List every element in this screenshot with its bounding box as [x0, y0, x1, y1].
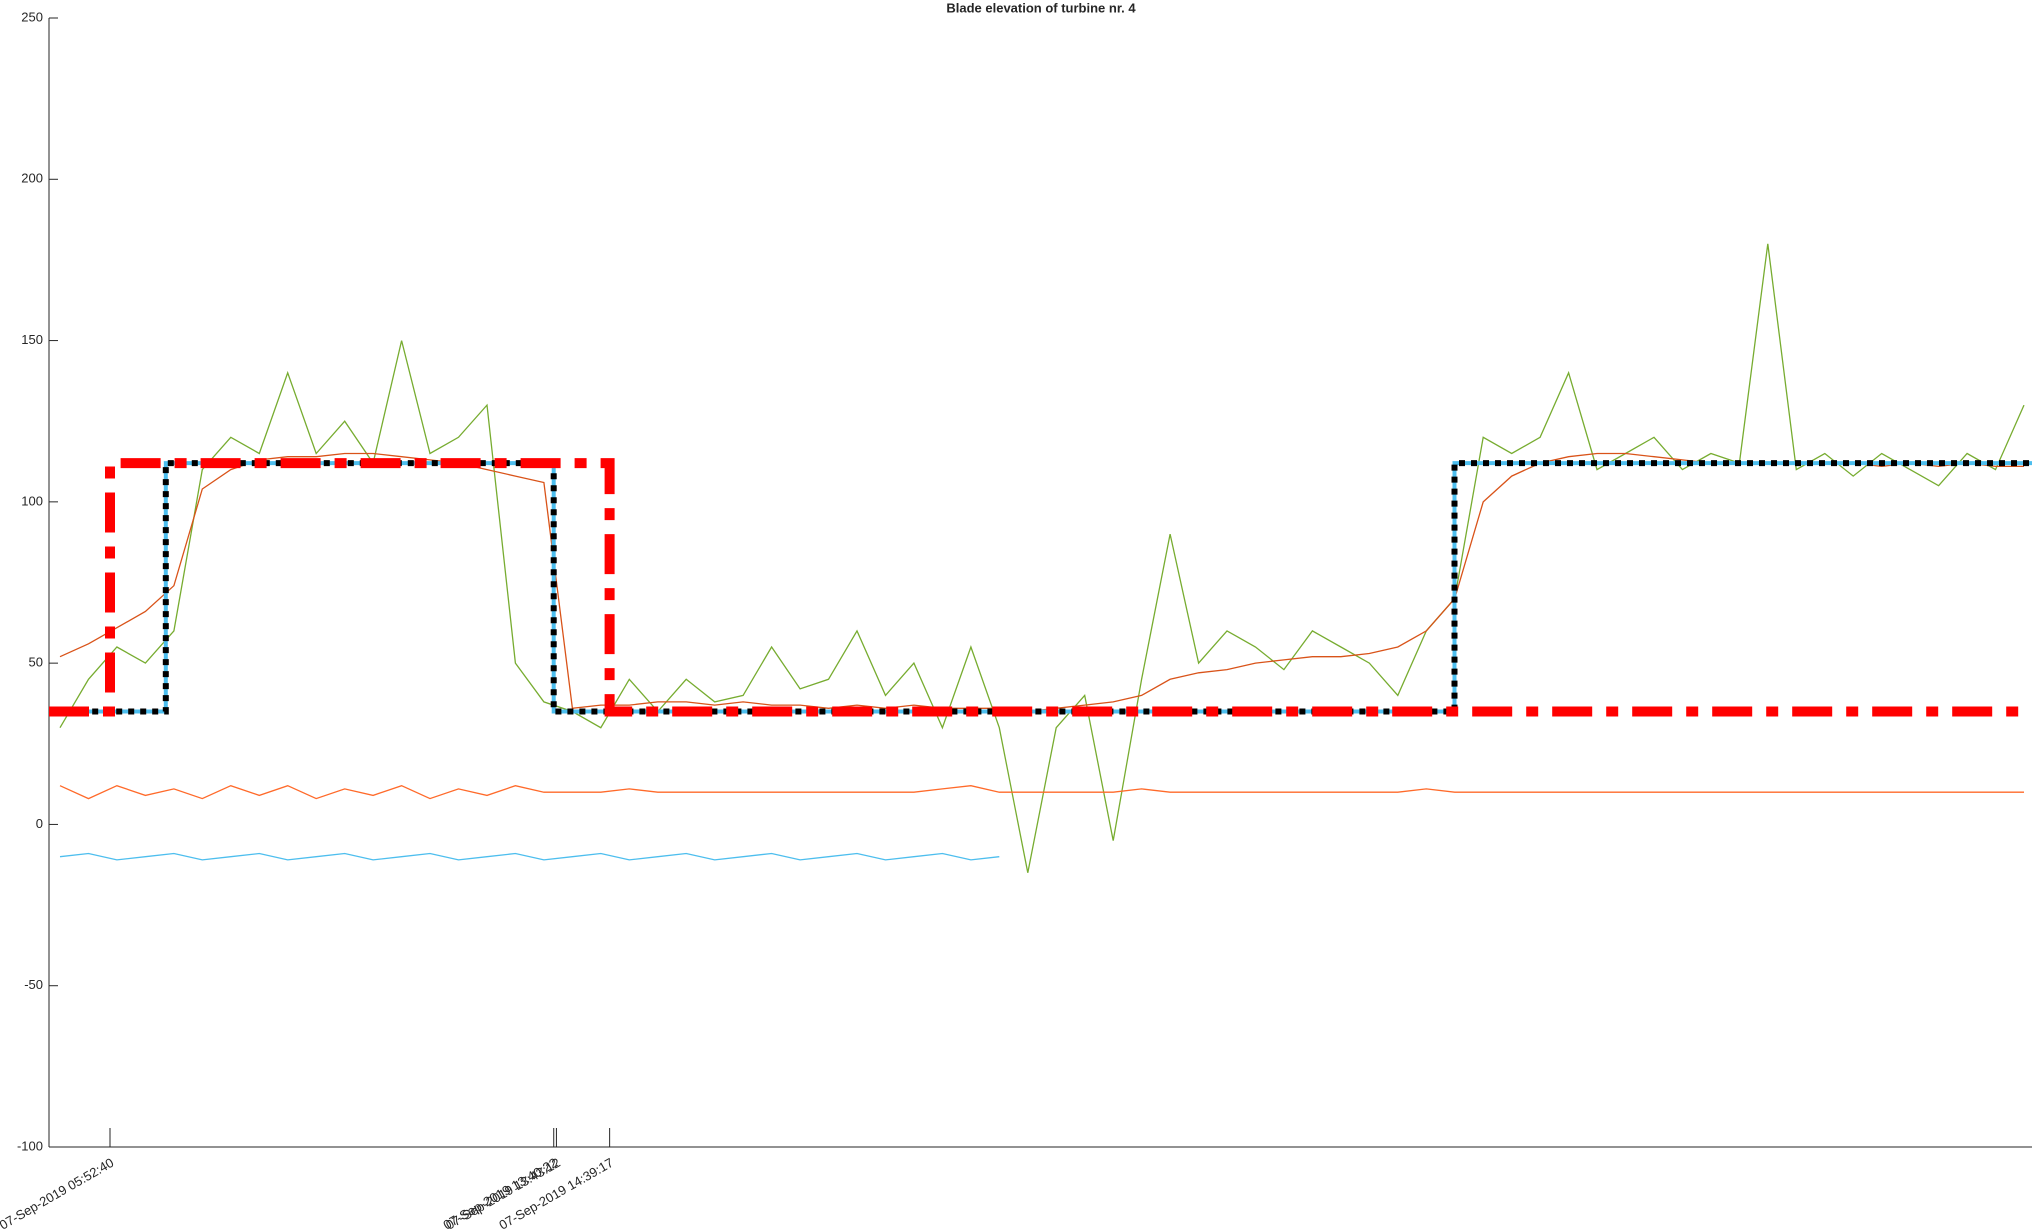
series-line — [49, 461, 2032, 714]
series-line — [59, 243, 2025, 873]
series-line — [49, 458, 2032, 717]
x-tick-label: 07-Sep-2019 05:52:40 — [0, 1155, 116, 1231]
series-line — [80, 460, 2032, 715]
y-tick-label: 50 — [29, 655, 43, 670]
y-tick-label: 100 — [21, 493, 43, 508]
series-line — [59, 785, 2024, 800]
series-line — [59, 852, 1000, 861]
y-tick-label: -50 — [24, 977, 43, 992]
y-tick-label: 0 — [36, 816, 43, 831]
chart-title: Blade elevation of turbine nr. 4 — [946, 0, 1136, 15]
y-tick-label: 250 — [21, 9, 43, 24]
y-tick-label: 150 — [21, 332, 43, 347]
y-tick-label: 200 — [21, 171, 43, 186]
y-tick-label: -100 — [17, 1138, 43, 1153]
series-line — [59, 452, 2024, 713]
